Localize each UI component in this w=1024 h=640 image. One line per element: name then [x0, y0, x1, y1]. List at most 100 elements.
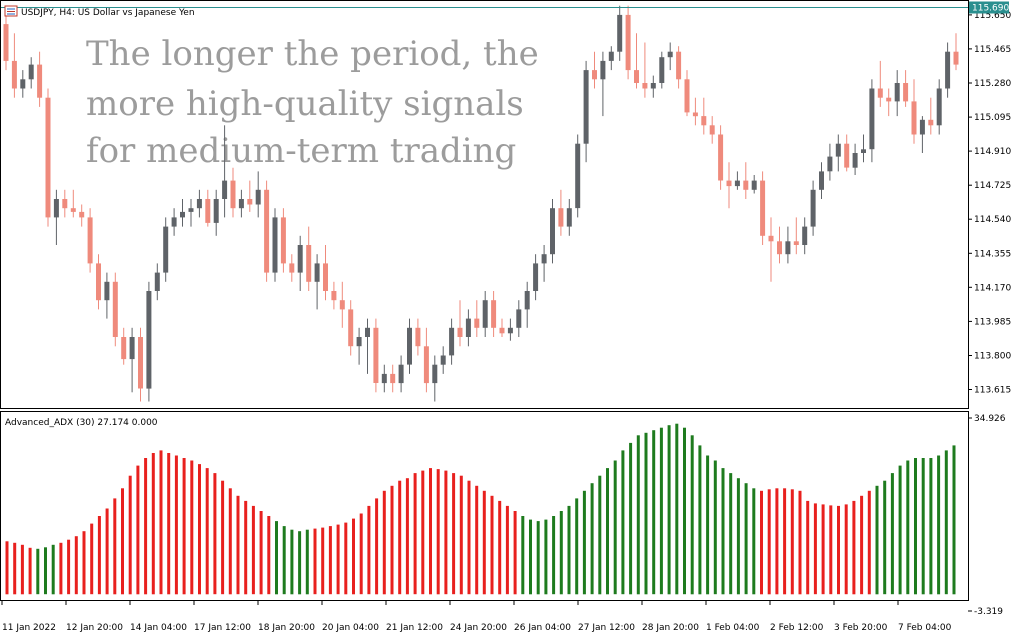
candle: [524, 281, 530, 328]
candle: [903, 70, 909, 107]
candle: [751, 175, 757, 194]
adx-bar: [413, 473, 417, 595]
adx-bar: [652, 430, 656, 595]
price-panel[interactable]: [0, 0, 969, 409]
candle: [129, 327, 135, 393]
candle: [768, 217, 774, 282]
adx-bar: [167, 453, 171, 595]
adx-bar: [105, 508, 109, 595]
price-axis-label: 115.280: [974, 79, 1011, 89]
candle: [566, 199, 572, 236]
candle: [819, 162, 824, 199]
candle: [482, 291, 488, 337]
adx-bar: [914, 458, 917, 595]
candle: [583, 60, 589, 163]
time-axis-label: 28 Jan 20:00: [642, 623, 699, 633]
candle: [945, 42, 951, 98]
chart-window-icon[interactable]: [4, 5, 18, 17]
candle: [407, 318, 412, 374]
indicator-label: Advanced_ADX (30) 27.174 0.000: [5, 418, 158, 428]
candle: [70, 189, 76, 218]
candle: [701, 97, 707, 135]
adx-bar: [121, 488, 124, 595]
candle: [356, 327, 362, 365]
adx-bar: [236, 495, 240, 595]
adx-bar: [852, 500, 856, 595]
candle: [718, 125, 724, 190]
adx-bar: [590, 483, 594, 595]
adx-bar: [613, 460, 617, 595]
price-axis-label: 114.910: [974, 147, 1011, 157]
price-axis-label: 113.615: [974, 386, 1011, 396]
candle: [608, 46, 614, 71]
candle: [390, 364, 396, 393]
adx-bar: [51, 544, 55, 595]
adx-bar: [937, 455, 941, 595]
adx-bar: [352, 518, 355, 595]
price-axis-label: 115.465: [974, 45, 1011, 55]
candle: [533, 254, 539, 301]
adx-bar: [806, 500, 810, 595]
time-axis-label: 27 Jan 12:00: [578, 623, 635, 633]
adx-bar: [582, 490, 586, 595]
candle: [499, 318, 505, 337]
adx-bar: [736, 478, 740, 595]
candle: [726, 162, 732, 209]
candle: [953, 33, 959, 71]
candles-group: [3, 5, 959, 402]
candle: [79, 204, 85, 227]
adx-bar: [367, 505, 371, 595]
adx-bar: [629, 442, 633, 595]
adx-bar: [359, 513, 363, 595]
adx-bar: [28, 547, 32, 595]
candle: [339, 281, 345, 328]
candle: [87, 208, 93, 273]
candle: [785, 226, 791, 264]
candle: [869, 79, 875, 163]
candle: [667, 42, 673, 71]
adx-bar: [606, 468, 609, 595]
adx-bar: [529, 519, 532, 595]
time-axis[interactable]: 11 Jan 2022 12 Jan 20:00 14 Jan 04:00 17 Ja…: [1, 601, 952, 633]
time-axis-label: 2 Feb 12:00: [770, 623, 824, 633]
time-axis-label: 14 Jan 04:00: [130, 623, 187, 633]
candle: [196, 189, 202, 218]
adx-bar: [536, 521, 540, 595]
candle: [138, 327, 143, 402]
adx-bar: [875, 485, 879, 595]
candle: [289, 254, 295, 282]
adx-bar: [90, 523, 94, 595]
candle: [516, 300, 522, 337]
candle: [861, 134, 866, 163]
adx-bar: [567, 505, 571, 595]
price-axis[interactable]: 115.650 115.465 115.280 115.095 114.910 114.7…: [968, 11, 1011, 396]
adx-bar: [344, 522, 348, 595]
adx-bar: [559, 511, 563, 595]
adx-bar: [906, 460, 910, 595]
adx-bar: [659, 427, 663, 595]
candle: [381, 364, 387, 393]
candle: [314, 254, 320, 310]
adx-bar: [251, 505, 255, 595]
candle: [936, 79, 942, 135]
adx-bar: [829, 505, 833, 595]
adx-bar: [783, 488, 787, 595]
candle: [743, 162, 749, 199]
candle: [465, 309, 471, 347]
candle: [154, 263, 160, 301]
candle: [625, 5, 631, 80]
adx-bar: [128, 475, 132, 595]
candle: [474, 300, 480, 337]
candle: [760, 171, 766, 245]
candle: [449, 318, 455, 365]
adx-bar: [390, 485, 394, 595]
adx-bar: [190, 460, 194, 595]
candle: [440, 346, 446, 374]
adx-bar: [82, 531, 86, 595]
candle: [180, 199, 185, 227]
adx-bar: [744, 483, 748, 595]
adx-bar: [182, 458, 186, 595]
candle: [491, 291, 497, 337]
adx-bar: [482, 490, 486, 595]
